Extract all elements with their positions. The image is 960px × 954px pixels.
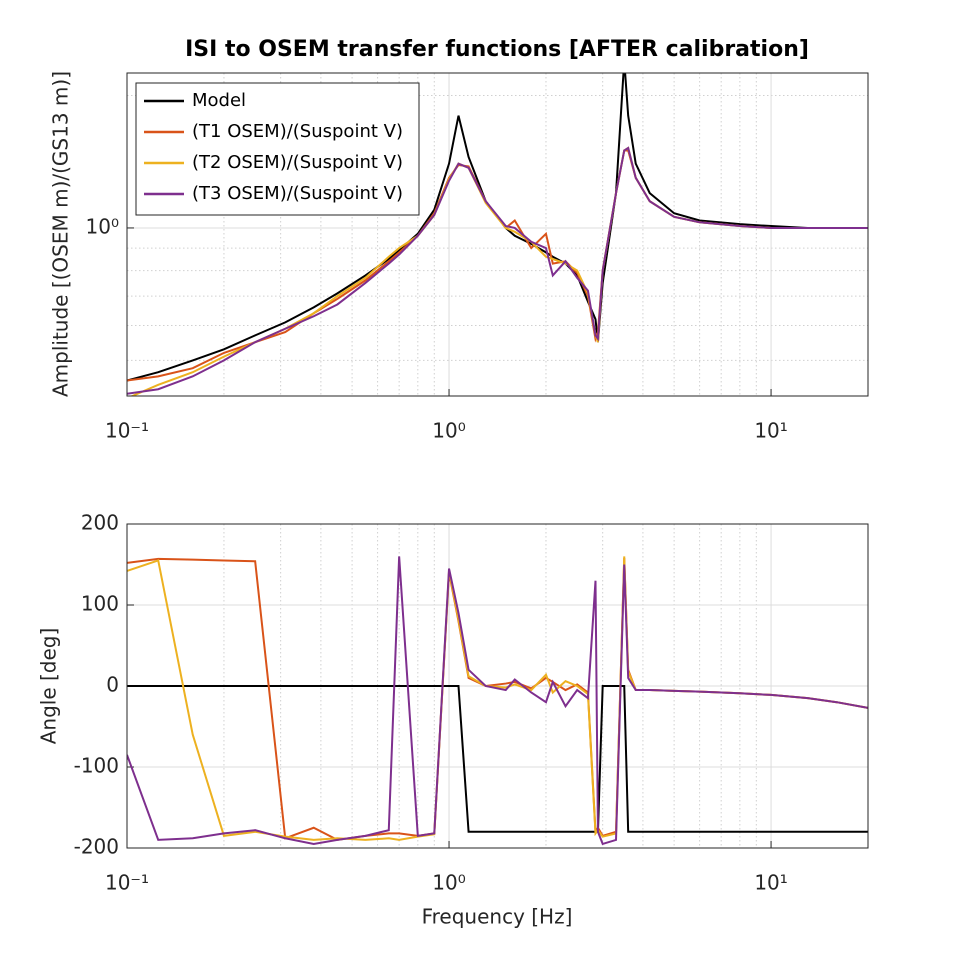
data-line	[127, 556, 868, 846]
legend-label: Model	[192, 90, 246, 111]
data-line	[127, 685, 868, 833]
y-tick-label: -200	[74, 835, 119, 859]
legend: Model (T1 OSEM)/(Suspoint V) (T2 OSEM)/(Su…	[135, 82, 420, 216]
x-axis-label: Frequency [Hz]	[422, 905, 573, 929]
axes-box	[126, 523, 869, 849]
y-axis-label: Angle [deg]	[37, 628, 61, 745]
x-tick-label: 10⁰	[432, 871, 465, 895]
y-tick-label: 0	[106, 673, 119, 697]
x-tick-label: 10⁰	[432, 419, 465, 443]
x-tick-label: 10⁻¹	[105, 871, 149, 895]
y-tick-label: 100	[81, 592, 119, 616]
chart-title: ISI to OSEM transfer functions [AFTER ca…	[185, 37, 809, 62]
x-tick-label: 10¹	[754, 419, 787, 443]
y-tick-label: -100	[74, 754, 119, 778]
x-tick-label: 10¹	[754, 871, 787, 895]
axes-box	[126, 72, 869, 397]
y-tick-label: 200	[81, 511, 119, 535]
legend-label: (T3 OSEM)/(Suspoint V)	[192, 183, 403, 204]
data-line	[127, 146, 868, 395]
legend-label: (T2 OSEM)/(Suspoint V)	[192, 152, 403, 173]
legend-label: (T1 OSEM)/(Suspoint V)	[192, 121, 403, 142]
x-tick-label: 10⁻¹	[105, 419, 149, 443]
y-tick-label: 10⁰	[86, 214, 119, 238]
y-axis-label: Amplitude [(OSEM m)/(GS13 m)]	[49, 71, 73, 397]
